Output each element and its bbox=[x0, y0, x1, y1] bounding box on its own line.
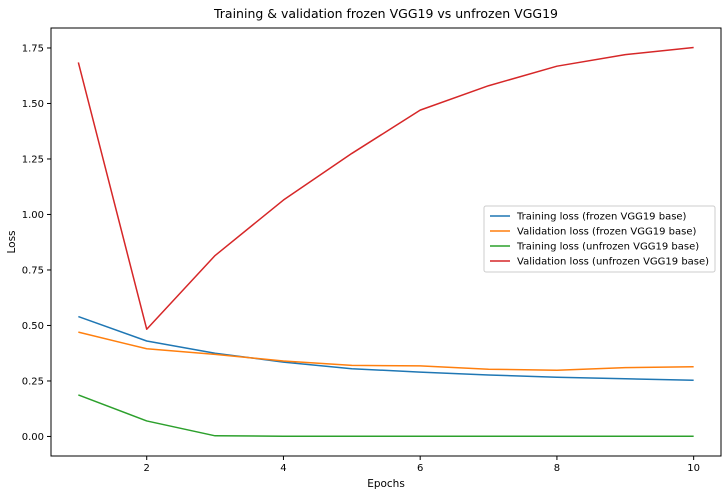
y-tick-label: 0.25 bbox=[22, 376, 44, 387]
plot-frame bbox=[50, 27, 722, 457]
legend-label: Validation loss (unfrozen VGG19 base) bbox=[517, 257, 709, 268]
series-line bbox=[78, 331, 694, 372]
legend: Training loss (frozen VGG19 base) Validat… bbox=[483, 205, 716, 273]
x-tick-label: 10 bbox=[687, 463, 700, 474]
legend-box bbox=[483, 205, 716, 273]
series-lines bbox=[77, 46, 694, 437]
x-axis: 2 4 6 8 10 bbox=[144, 456, 700, 474]
y-tick-label: 1.50 bbox=[22, 99, 44, 110]
x-axis-title: Epochs bbox=[367, 478, 405, 490]
x-tick-label: 2 bbox=[144, 463, 150, 474]
series-line bbox=[78, 394, 694, 437]
y-tick-label: 1.75 bbox=[22, 43, 44, 54]
y-tick-label: 0.75 bbox=[22, 265, 44, 276]
y-tick-label: 0.00 bbox=[22, 432, 44, 443]
y-tick-label: 1.00 bbox=[22, 210, 44, 221]
x-tick-label: 6 bbox=[417, 463, 423, 474]
y-axis-title: Loss bbox=[6, 230, 18, 253]
series-line bbox=[77, 46, 694, 330]
x-tick-label: 8 bbox=[554, 463, 560, 474]
chart-title: Training & validation frozen VGG19 vs un… bbox=[213, 6, 558, 21]
y-tick-label: 0.50 bbox=[22, 321, 44, 332]
x-tick-label: 4 bbox=[280, 463, 286, 474]
y-tick-label: 1.25 bbox=[22, 154, 44, 165]
legend-label: Training loss (unfrozen VGG19 base) bbox=[516, 242, 699, 253]
y-axis: 0.00 0.25 0.50 0.75 1.00 1.25 1.50 1.75 bbox=[22, 43, 51, 443]
legend-label: Training loss (frozen VGG19 base) bbox=[516, 212, 687, 223]
series-line bbox=[78, 315, 694, 382]
legend-label: Validation loss (frozen VGG19 base) bbox=[517, 227, 696, 238]
